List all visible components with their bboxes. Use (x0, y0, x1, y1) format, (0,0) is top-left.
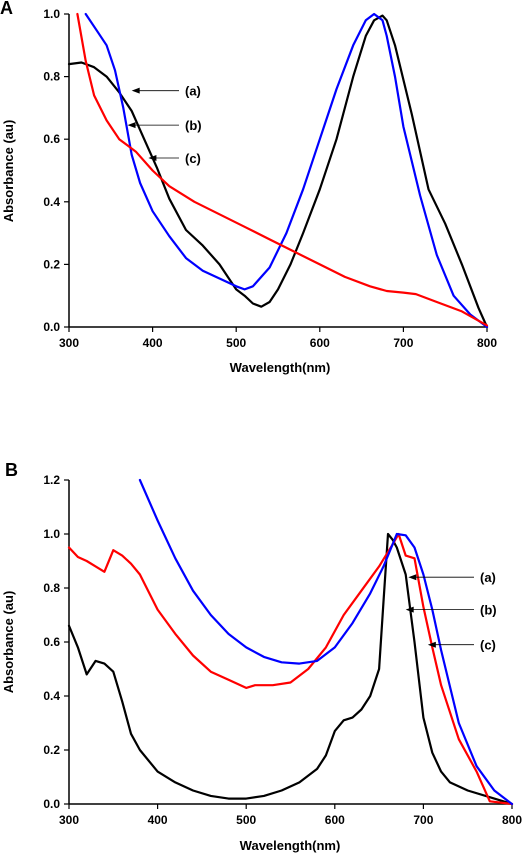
panel-a-annotation-label: (b) (185, 118, 202, 133)
panel-b-y-tick-label: 0.4 (43, 689, 60, 703)
panel-a-series-b (84, 12, 489, 329)
panel-a-series-c (76, 12, 489, 327)
panel-b-y-tick-label: 1.0 (43, 527, 60, 541)
panel-b-y-tick-label: 0.6 (43, 635, 60, 649)
panel-b-annotation-arrowhead (427, 641, 436, 648)
panel-b-series-b (67, 532, 514, 806)
panel-a-x-tick-label: 500 (226, 336, 246, 350)
panel-a-annotation-arrowhead (148, 154, 157, 161)
panel-b-x-tick-label: 500 (236, 813, 256, 827)
panel-b-annotation-arrowhead (405, 606, 414, 613)
panel-b-y-tick-label: 0.8 (43, 581, 60, 595)
panel-a-annotation-label: (c) (185, 151, 201, 166)
panel-a-series-a (67, 14, 489, 329)
panel-a-x-tick-label: 700 (393, 336, 413, 350)
panel-a-x-axis-title: Wavelength(nm) (230, 360, 331, 375)
panel-b-annotation-label: (a) (480, 570, 496, 585)
panel-b-x-tick-label: 800 (502, 813, 522, 827)
panel-b-x-tick-label: 700 (413, 813, 433, 827)
panel-b-label: B (5, 460, 18, 480)
panel-b-annotation-label: (b) (480, 603, 497, 618)
panel-a-y-tick-label: 0.6 (43, 132, 60, 146)
panel-a-label: A (0, 0, 13, 18)
panel-a-x-tick-label: 600 (310, 336, 330, 350)
panel-a-y-tick-label: 0.2 (43, 257, 60, 271)
panel-a-x-tick-label: 300 (59, 336, 79, 350)
panel-a-y-axis-title: Absorbance (au) (1, 120, 16, 223)
panel-a-annotation-arrowhead (131, 87, 140, 94)
panel-b-chart: B Absorbance (au) Wavelength(nm) 0.0 0.2 0… (1, 460, 522, 853)
panel-b-y-axis-title: Absorbance (au) (1, 591, 16, 694)
panel-b-y-tick-label: 1.2 (43, 473, 60, 487)
panel-b-series-c (138, 478, 514, 806)
panel-a-annotation-arrowhead (127, 122, 136, 129)
panel-b-x-tick-label: 300 (59, 813, 79, 827)
panel-b-annotation-arrowhead (408, 574, 417, 581)
panel-a-y-tick-label: 1.0 (43, 7, 60, 21)
panel-b-y-tick-label: 0.2 (43, 743, 60, 757)
panel-b-y-tick-label: 0.0 (43, 797, 60, 811)
panel-a-annotation-label: (a) (185, 84, 201, 99)
panel-a-chart: A Absorbance (au) Wavelength(nm) 0.0 0.2 0… (0, 0, 497, 375)
panel-a-y-tick-label: 0.8 (43, 70, 60, 84)
panel-b-annotation-label: (c) (480, 638, 496, 653)
panel-a-y-tick-label: 0.0 (43, 320, 60, 334)
panel-b-x-tick-label: 600 (325, 813, 345, 827)
panel-a-x-tick-label: 800 (477, 336, 497, 350)
panel-b-series-a (67, 532, 514, 806)
panel-a-x-tick-label: 400 (143, 336, 163, 350)
panel-a-y-tick-label: 0.4 (43, 195, 60, 209)
panel-b-x-tick-label: 400 (148, 813, 168, 827)
panel-b-x-axis-title: Wavelength(nm) (240, 838, 341, 853)
